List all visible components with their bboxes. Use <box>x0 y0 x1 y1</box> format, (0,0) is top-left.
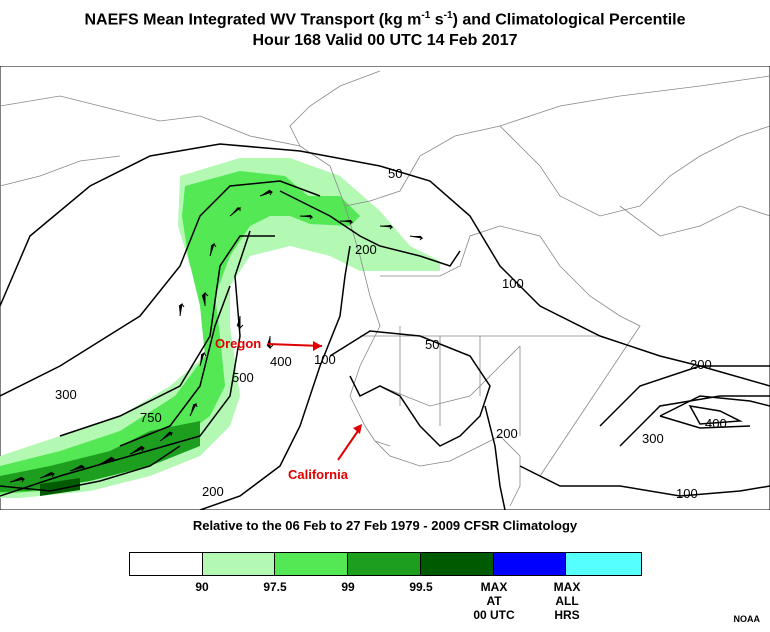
contour-label: 50 <box>388 166 402 181</box>
legend-swatch <box>202 553 276 575</box>
contour-label: 200 <box>355 242 377 257</box>
chart-title-line1: NAEFS Mean Integrated WV Transport (kg m… <box>84 10 686 29</box>
legend-label: 90 <box>195 580 209 594</box>
shade-97-5 <box>0 158 440 498</box>
credit-text: NOAA <box>733 614 761 624</box>
contour-label: 100 <box>502 276 524 291</box>
annotations: Oregon California <box>215 336 362 482</box>
legend-swatch <box>566 553 642 575</box>
contour-label: 200 <box>202 484 224 499</box>
legend-label: 99.5 <box>409 580 433 594</box>
ivt-map: 50 200 100 300 750 500 400 100 50 200 20… <box>0 66 770 510</box>
legend-swatch <box>420 553 494 575</box>
contour-label: 200 <box>690 357 712 372</box>
contour-label: 50 <box>425 337 439 352</box>
contour-labels: 50 200 100 300 750 500 400 100 50 200 20… <box>55 166 727 501</box>
legend-label: 99 <box>341 580 355 594</box>
contour-label: 100 <box>314 352 336 367</box>
shade-99-b <box>290 196 360 226</box>
legend-label: MAX AT 00 UTC <box>473 580 515 622</box>
contour-label: 400 <box>705 416 727 431</box>
contour-label: 400 <box>270 354 292 369</box>
legend-label: 97.5 <box>263 580 287 594</box>
annotation-california: California <box>288 467 349 482</box>
contour-label: 100 <box>676 486 698 501</box>
contour-label: 300 <box>55 387 77 402</box>
legend-label: MAX ALL HRS <box>553 580 581 622</box>
legend-swatch <box>130 553 203 575</box>
contour-label: 750 <box>140 410 162 425</box>
legend-swatch <box>493 553 567 575</box>
chart-title-line2: Hour 168 Valid 00 UTC 14 Feb 2017 <box>252 32 518 49</box>
percentile-legend <box>129 552 642 576</box>
ivt-contours <box>0 143 770 510</box>
legend-swatch <box>275 553 349 575</box>
contour-label: 500 <box>232 370 254 385</box>
annotation-oregon: Oregon <box>215 336 261 351</box>
coastlines <box>0 70 770 507</box>
contour-label: 200 <box>496 426 518 441</box>
legend-swatch <box>348 553 421 575</box>
contour-label: 300 <box>642 431 664 446</box>
climatology-subtitle: Relative to the 06 Feb to 27 Feb 1979 - … <box>192 518 578 533</box>
